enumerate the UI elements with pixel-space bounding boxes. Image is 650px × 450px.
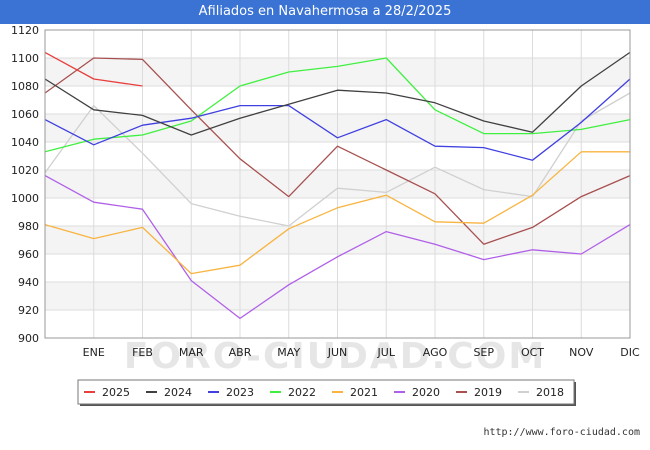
watermark: FORO-CIUDAD.COM xyxy=(124,336,546,377)
y-tick-label: 1020 xyxy=(11,164,39,177)
x-tick-label: JUL xyxy=(377,346,396,359)
legend-box xyxy=(77,379,575,405)
series-line-2021 xyxy=(44,151,630,275)
x-tick-label: ABR xyxy=(229,346,252,359)
y-tick-label: 1000 xyxy=(11,192,39,205)
legend-label-2020: 2020 xyxy=(412,386,440,399)
x-axis: ENE FEB MAR ABR MAY JUN JUL AGO SEP OCT NOV DIC xyxy=(83,346,640,359)
x-tick-label: ENE xyxy=(83,346,105,359)
y-tick-label: 1040 xyxy=(11,136,39,149)
y-tick-label: 960 xyxy=(18,248,39,261)
series-line-2023 xyxy=(44,78,631,161)
y-tick-label: 1100 xyxy=(11,52,39,65)
x-tick-label: SEP xyxy=(473,346,494,359)
series-line-2024 xyxy=(44,51,631,136)
y-tick-label: 1060 xyxy=(11,108,39,121)
y-tick-label: 940 xyxy=(18,276,39,289)
x-tick-label: FEB xyxy=(132,346,153,359)
legend-label-2019: 2019 xyxy=(474,386,502,399)
plot-frame xyxy=(44,29,631,339)
y-axis: 900 920 940 960 980 1000 1020 1040 1060 1080 1100 1… xyxy=(11,24,39,345)
series-lines xyxy=(44,51,631,320)
y-tick-label: 980 xyxy=(18,220,39,233)
legend-label-2025: 2025 xyxy=(102,386,130,399)
chart-title: Afiliados en Navahermosa a 28/2/2025 xyxy=(0,0,650,24)
y-tick-label: 1120 xyxy=(11,24,39,37)
legend-label-2022: 2022 xyxy=(288,386,316,399)
y-tick-label: 1080 xyxy=(11,80,39,93)
x-tick-label: DIC xyxy=(620,346,640,359)
series-line-2020 xyxy=(44,175,631,320)
legend-label-2018: 2018 xyxy=(536,386,564,399)
x-tick-label: JUN xyxy=(327,346,348,359)
legend-label-2021: 2021 xyxy=(350,386,378,399)
series-line-2018 xyxy=(44,92,631,227)
legend: 2025 2024 2023 2022 2021 2020 2019 2018 xyxy=(77,379,576,406)
x-tick-label: NOV xyxy=(569,346,594,359)
legend-label-2023: 2023 xyxy=(226,386,254,399)
x-tick-label: MAR xyxy=(179,346,204,359)
series-line-2019 xyxy=(44,57,631,245)
y-tick-label: 900 xyxy=(18,332,39,345)
x-tick-label: OCT xyxy=(521,346,544,359)
legend-label-2024: 2024 xyxy=(164,386,192,399)
footer-url[interactable]: http://www.foro-ciudad.com xyxy=(483,427,640,438)
x-tick-label: MAY xyxy=(277,346,300,359)
series-line-2025 xyxy=(44,51,143,87)
y-tick-label: 920 xyxy=(18,304,39,317)
x-tick-label: AGO xyxy=(423,346,448,359)
plot-border xyxy=(44,29,631,339)
series-line-2022 xyxy=(44,57,631,153)
